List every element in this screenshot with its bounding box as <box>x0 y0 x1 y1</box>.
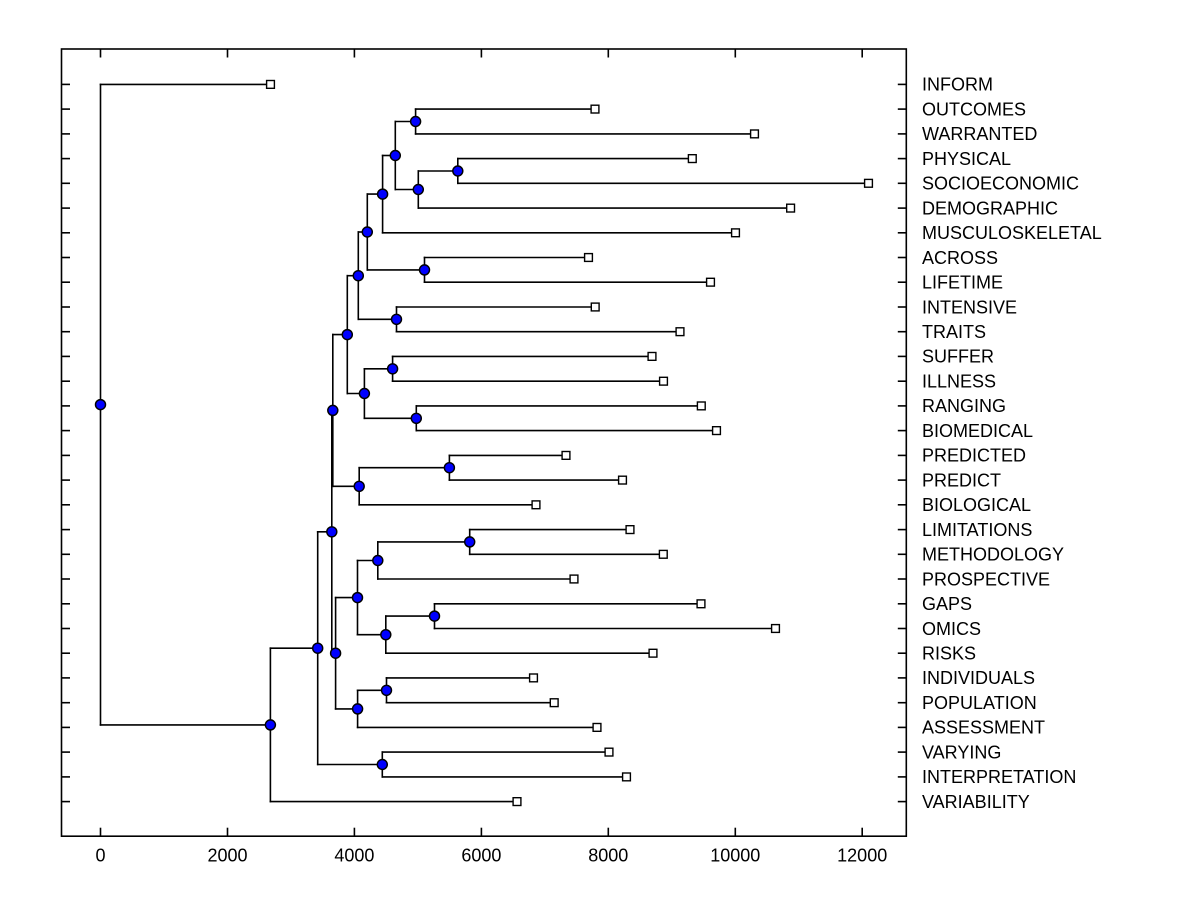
svg-text:TRAITS: TRAITS <box>922 322 986 342</box>
svg-text:RANGING: RANGING <box>922 396 1006 416</box>
svg-text:PREDICT: PREDICT <box>922 470 1001 490</box>
svg-text:POPULATION: POPULATION <box>922 693 1037 713</box>
svg-text:ACROSS: ACROSS <box>922 248 998 268</box>
svg-text:BIOMEDICAL: BIOMEDICAL <box>922 421 1033 441</box>
svg-text:MUSCULOSKELETAL: MUSCULOSKELETAL <box>922 223 1102 243</box>
svg-text:METHODOLOGY: METHODOLOGY <box>922 545 1064 565</box>
svg-text:OUTCOMES: OUTCOMES <box>922 99 1026 119</box>
svg-text:12000: 12000 <box>837 846 887 866</box>
svg-text:VARIABILITY: VARIABILITY <box>922 792 1030 812</box>
svg-text:8000: 8000 <box>588 846 628 866</box>
svg-text:LIFETIME: LIFETIME <box>922 273 1003 293</box>
svg-text:INFORM: INFORM <box>922 75 993 95</box>
svg-text:6000: 6000 <box>461 846 501 866</box>
svg-text:PREDICTED: PREDICTED <box>922 446 1026 466</box>
svg-text:LIMITATIONS: LIMITATIONS <box>922 520 1032 540</box>
svg-text:WARRANTED: WARRANTED <box>922 124 1037 144</box>
svg-text:SUFFER: SUFFER <box>922 347 994 367</box>
svg-text:PHYSICAL: PHYSICAL <box>922 149 1011 169</box>
svg-text:INTERPRETATION: INTERPRETATION <box>922 767 1076 787</box>
svg-text:BIOLOGICAL: BIOLOGICAL <box>922 495 1031 515</box>
svg-text:2000: 2000 <box>207 846 247 866</box>
svg-text:VARYING: VARYING <box>922 742 1001 762</box>
svg-text:OMICS: OMICS <box>922 619 981 639</box>
svg-text:DEMOGRAPHIC: DEMOGRAPHIC <box>922 198 1058 218</box>
svg-text:INDIVIDUALS: INDIVIDUALS <box>922 668 1035 688</box>
svg-text:0: 0 <box>95 846 105 866</box>
svg-text:RISKS: RISKS <box>922 644 976 664</box>
svg-text:10000: 10000 <box>710 846 760 866</box>
svg-text:ILLNESS: ILLNESS <box>922 372 996 392</box>
svg-text:ASSESSMENT: ASSESSMENT <box>922 718 1045 738</box>
svg-text:GAPS: GAPS <box>922 594 972 614</box>
svg-text:SOCIOECONOMIC: SOCIOECONOMIC <box>922 174 1079 194</box>
svg-text:4000: 4000 <box>334 846 374 866</box>
svg-text:INTENSIVE: INTENSIVE <box>922 297 1017 317</box>
svg-text:PROSPECTIVE: PROSPECTIVE <box>922 569 1050 589</box>
